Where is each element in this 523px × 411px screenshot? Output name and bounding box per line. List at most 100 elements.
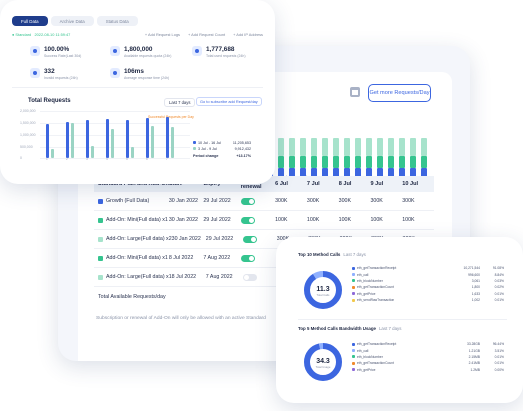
stat-available-quota: 1,800,000 Available requests quota (24h)	[110, 46, 171, 58]
legend-label: 10 Jul - 16 Jul	[198, 141, 221, 145]
method-name-cell: eth_getTransactionReceipt	[352, 266, 434, 270]
chart-bar[interactable]	[91, 146, 94, 158]
method-name: eth_sendRawTransaction	[357, 298, 395, 303]
usage-bar-segment	[410, 168, 416, 178]
chart-bar[interactable]	[106, 119, 109, 158]
chart-bar[interactable]	[86, 120, 89, 158]
chart-bar[interactable]	[111, 129, 114, 158]
stat-used-requests: 1,777,688 Total used requests (24h)	[192, 46, 246, 58]
col-day: 9 Jul	[370, 181, 384, 187]
x-tick-label: 5	[126, 157, 128, 161]
add-request-logs-link[interactable]: + Add Request Logs	[144, 32, 180, 37]
usage-bar-segment	[322, 138, 328, 156]
tab-full-data[interactable]: Full Data	[12, 16, 48, 26]
method-percent: 3.51%	[494, 348, 504, 353]
auto-renewal-toggle[interactable]	[242, 235, 257, 243]
method-percent: 0.01%	[494, 354, 504, 359]
method-name: eth_getPrice	[357, 367, 376, 372]
auto-renewal-cell	[240, 216, 276, 224]
calendar-icon[interactable]	[350, 87, 360, 97]
method-percent: 0.02%	[494, 285, 504, 290]
method-name: eth_getTransactionReceipt	[357, 342, 397, 347]
chart-bar[interactable]	[66, 122, 69, 158]
auto-renewal-toggle[interactable]	[240, 216, 255, 224]
plan-expiry: 7 Aug 2022	[203, 255, 231, 261]
get-more-requests-button[interactable]: Get more Requests/Day	[368, 84, 431, 102]
grid-line	[40, 147, 190, 148]
method-value: 3,061	[471, 278, 480, 283]
stat-value: 106ms	[124, 68, 144, 75]
method-percent: 0.03%	[494, 278, 504, 283]
chart-bar[interactable]	[46, 124, 49, 158]
method-value: 2.15MB	[468, 354, 480, 359]
usage-bar-segment	[388, 168, 394, 178]
method-calls-donut: 11.3 Total Calls	[304, 271, 342, 309]
chart-bar[interactable]	[71, 123, 74, 158]
stat-success-rate: 100.00% Success Rate(Last 30d)	[30, 46, 81, 58]
plan-name: Add-On: Large(Full data) x2	[106, 236, 172, 242]
tab-status-data[interactable]: Status Data	[96, 16, 138, 26]
tab-archive-data[interactable]: Archive Data	[50, 16, 94, 26]
auto-renewal-toggle[interactable]	[240, 197, 255, 205]
method-swatch	[352, 361, 355, 365]
donut-center-label: Total Usage	[316, 365, 331, 369]
usage-bar-segment	[377, 168, 383, 178]
chart-bar[interactable]	[126, 120, 129, 158]
method-swatch	[352, 273, 355, 277]
section-subtitle: Last 7 days	[378, 326, 402, 331]
plan-day-value: 100K	[338, 217, 352, 223]
col-expiry: Expiry	[203, 181, 221, 187]
legend-value: 11,205,653	[232, 141, 251, 145]
method-name-cell: eth_blockNumber	[352, 355, 434, 359]
grid-line	[40, 158, 190, 159]
method-swatch	[352, 279, 355, 283]
subscribe-add-on-link[interactable]: Go to subscribe add Request/day	[196, 97, 262, 106]
legend-swatch	[193, 147, 196, 150]
method-name-cell: eth_getPrice	[352, 292, 434, 296]
usage-bar-segment	[278, 156, 284, 168]
chart-legend: 10 Jul - 16 Jul 11,205,653 3 Jul - 9 Jul…	[193, 140, 251, 158]
auto-renewal-toggle[interactable]	[240, 254, 255, 262]
plan-name-cell: Add-On: Mini(Full data) x1	[94, 255, 169, 261]
method-swatch	[352, 355, 355, 359]
plan-expiry: 29 Jul 2022	[203, 217, 231, 223]
plan-start: 30 Jan 2022	[171, 236, 201, 242]
method-name-cell: eth_call	[352, 349, 434, 353]
usage-bar-segment	[322, 168, 328, 178]
plan-day-value: 300K	[402, 198, 415, 204]
chart-bar[interactable]	[146, 118, 149, 158]
add-request-count-link[interactable]: + Add Request Count	[188, 32, 226, 37]
range-select[interactable]: Last 7 days	[164, 98, 196, 107]
period-change: Period change +13.17%	[193, 154, 251, 158]
method-name: eth_call	[357, 348, 369, 353]
chart-bar[interactable]	[51, 149, 54, 158]
usage-bar-segment	[366, 138, 372, 156]
method-name: eth_getTransactionCount	[357, 285, 394, 290]
usage-bar-segment	[410, 138, 416, 156]
usage-bar-segment	[300, 138, 306, 156]
usage-bar-segment	[399, 168, 405, 178]
usage-bar-segment	[421, 156, 427, 168]
method-name-cell: eth_sendRawTransaction	[352, 298, 434, 302]
method-name-cell: eth_getTransactionReceipt	[352, 342, 434, 346]
usage-bar-segment	[311, 168, 317, 178]
plan-name-cell: Growth (Full Data)	[94, 198, 169, 204]
usage-bar-segment	[355, 138, 361, 156]
auto-renewal-toggle[interactable]	[242, 273, 257, 281]
usage-bar-segment	[333, 156, 339, 168]
col-day: 7 Jul	[306, 181, 320, 187]
usage-bar-segment	[289, 168, 295, 178]
plan-row: Growth (Full Data) 30 Jan 2022 29 Jul 2022…	[94, 192, 434, 211]
plan-day-value: 300K	[306, 198, 320, 204]
add-ip-address-link[interactable]: + Add IP Address	[233, 32, 263, 37]
plan-color-swatch	[98, 255, 103, 261]
legend-item: 3 Jul - 9 Jul 9,912,432	[193, 146, 251, 152]
x-tick-label: 3	[86, 157, 88, 161]
plan-row: Add-On: Large(Full data) x1 8 Jul 2022 7 A…	[94, 268, 434, 287]
auto-renewal-cell	[242, 235, 277, 243]
stat-value: 100.00%	[44, 46, 70, 53]
chart-bar[interactable]	[171, 127, 174, 158]
chart-bar[interactable]	[151, 126, 154, 158]
chart-bar[interactable]	[131, 147, 134, 158]
chart-bar[interactable]	[166, 117, 169, 158]
